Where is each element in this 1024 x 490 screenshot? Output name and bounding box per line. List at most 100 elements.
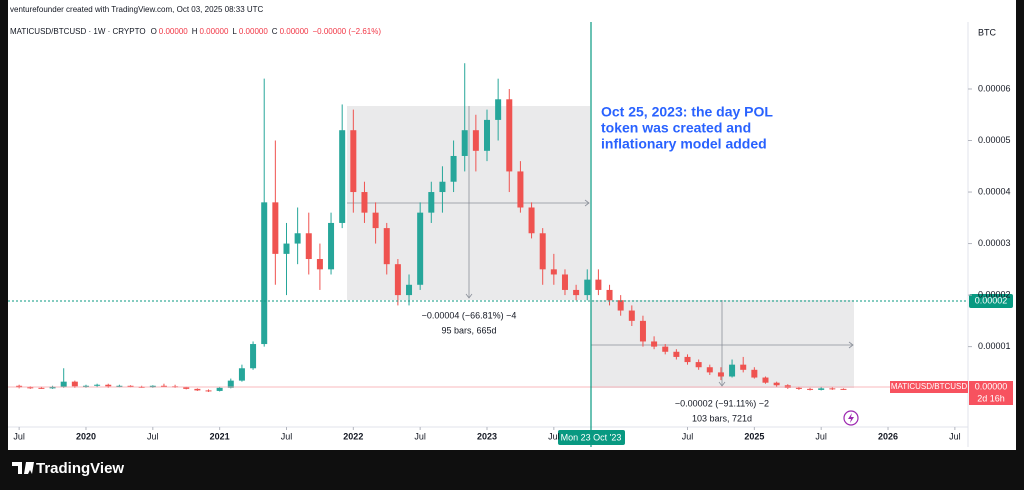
measure-change: −0.00004 (−66.81%) −4 <box>422 310 517 320</box>
legend-ohlc-label: H <box>192 27 198 36</box>
candle-body <box>550 269 557 275</box>
candle-body <box>361 192 368 213</box>
x-tick-label: Jul <box>13 431 25 441</box>
crosshair-date-badge <box>558 430 625 445</box>
measure-bars: 103 bars, 721d <box>692 413 752 423</box>
candle-body <box>261 202 268 345</box>
candle-body <box>428 192 435 213</box>
candle-body <box>472 130 479 151</box>
measure-arrow-head <box>465 293 473 299</box>
measure-change: −0.00002 (−91.11%) −2 <box>675 398 769 408</box>
candle-body <box>149 385 156 388</box>
candle-body <box>807 388 814 390</box>
x-tick-label: Jul <box>949 431 961 441</box>
x-tick-label: Jul <box>548 431 560 441</box>
candle-body <box>38 387 45 389</box>
candle-body <box>628 310 635 321</box>
candle-body <box>561 274 568 290</box>
logo-mark <box>12 462 34 474</box>
legend-ohlc-value: 0.00000 <box>239 27 268 36</box>
candle-body <box>305 233 312 260</box>
candle-body <box>294 233 301 244</box>
x-tick-label: 2022 <box>343 431 363 441</box>
candle-body <box>60 381 67 387</box>
legend-ohlc-label: L <box>232 27 237 36</box>
annotation-line: token was created and <box>601 120 751 136</box>
candle-body <box>840 388 847 390</box>
crosshair-price-badge <box>969 294 1013 308</box>
candle-body <box>639 320 646 342</box>
crosshair-price: 0.00002 <box>975 295 1008 305</box>
legend-ohlc-value: 0.00000 <box>159 27 188 36</box>
y-tick-label: 0.00004 <box>978 186 1011 196</box>
candle-body <box>439 181 446 193</box>
candle-body <box>651 341 658 347</box>
candle-body <box>183 387 190 389</box>
y-tick-label: 0.00005 <box>978 135 1011 145</box>
legend-ohlc-label: O <box>151 27 157 36</box>
candle-body <box>250 344 257 369</box>
candle-body <box>662 346 669 352</box>
x-tick-label: 2026 <box>878 431 898 441</box>
candle-body <box>584 279 591 296</box>
header: venturefounder created with TradingView.… <box>10 5 264 14</box>
candle-body <box>528 207 535 234</box>
candle-body <box>205 390 212 392</box>
candle-body <box>495 99 502 120</box>
x-tick-label: 2020 <box>76 431 96 441</box>
candle-body <box>383 228 390 265</box>
candle-body <box>16 385 23 388</box>
candle-body <box>105 384 112 387</box>
candle-body <box>606 289 613 301</box>
logo: TradingView <box>12 460 124 477</box>
logo-text: TradingView <box>36 460 124 477</box>
event-icon-bolt <box>848 413 854 423</box>
event-icon[interactable] <box>843 410 859 426</box>
candle-body <box>372 212 379 229</box>
annotation-line: Oct 25, 2023: the day POL <box>601 104 773 120</box>
candle-body <box>506 99 513 172</box>
candle-body <box>339 130 346 223</box>
candle-body <box>684 356 691 363</box>
candle-body <box>829 388 836 390</box>
candle-body <box>795 387 802 389</box>
candle-body <box>127 385 134 387</box>
candle-body <box>94 384 101 386</box>
candle-body <box>350 130 357 193</box>
x-tick-label: Jul <box>682 431 694 441</box>
last-price-symbol-badge <box>890 381 968 393</box>
candles <box>16 63 847 392</box>
legend-ohlc-label: C <box>272 27 278 36</box>
legend-ohlc-value: 0.00000 <box>200 27 229 36</box>
candle-body <box>717 372 724 377</box>
candle-body <box>740 364 747 370</box>
annotation: Oct 25, 2023: the day POL token was crea… <box>601 104 773 152</box>
candle-body <box>227 380 234 388</box>
x-tick-label: 2025 <box>744 431 764 441</box>
measure-arrow-head <box>718 381 726 387</box>
x-tick-label: Jul <box>281 431 293 441</box>
x-tick-label: 2021 <box>210 431 230 441</box>
x-tick-label: Jul <box>815 431 827 441</box>
candle-body <box>729 364 736 377</box>
candle-body <box>450 155 457 182</box>
annotation-line: inflationary model added <box>601 136 767 152</box>
legend-symbol: MATICUSD/BTCUSD · 1W · CRYPTO <box>10 27 146 36</box>
legend-ohlc-value: 0.00000 <box>280 27 309 36</box>
y-tick-label: 0.00001 <box>978 341 1011 351</box>
candle-body <box>238 368 245 381</box>
legend: MATICUSD/BTCUSD · 1W · CRYPTO O 0.00000 H 0.… <box>10 27 381 36</box>
legend-change: −0.00000 (−2.61%) <box>313 27 382 36</box>
x-tick-label: Jul <box>147 431 159 441</box>
candle-body <box>283 243 290 254</box>
candle-body <box>160 385 167 387</box>
candle-body <box>328 222 335 270</box>
candle-body <box>695 362 702 368</box>
last-price: 0.00000 <box>975 381 1008 391</box>
candle-body <box>49 386 56 389</box>
measure-arrow-head <box>584 199 590 207</box>
candle-body <box>216 387 223 391</box>
candle-body <box>116 385 123 387</box>
